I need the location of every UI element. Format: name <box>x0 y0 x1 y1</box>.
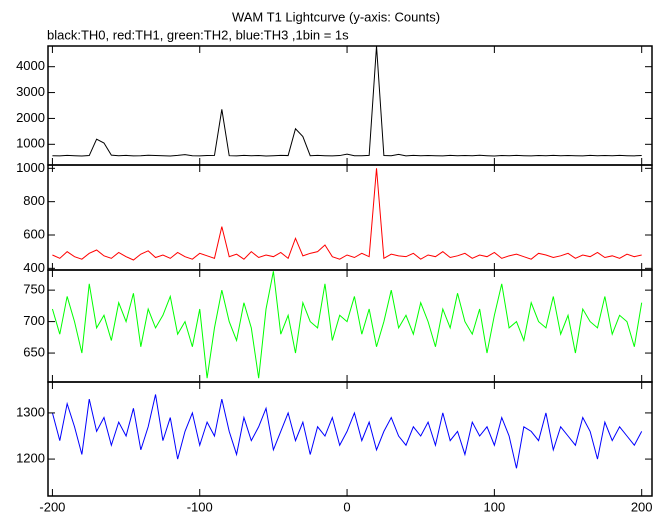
y-tick-label: 1000 <box>16 136 45 151</box>
y-tick-label: 750 <box>23 282 45 297</box>
y-tick-label: 4000 <box>16 58 45 73</box>
x-tick-label: 200 <box>631 499 653 514</box>
chart-title: WAM T1 Lightcurve (y-axis: Counts) <box>232 9 440 24</box>
line-series <box>52 168 642 261</box>
y-tick-label: 1300 <box>16 404 45 419</box>
panel-frame <box>47 269 653 383</box>
line-series <box>51 271 643 379</box>
y-tick-label: 2000 <box>16 110 45 125</box>
y-tick-label: 1200 <box>16 451 45 466</box>
x-tick-label: -200 <box>39 499 65 514</box>
panel-frame <box>47 381 653 497</box>
y-tick-label: 400 <box>23 260 45 275</box>
x-tick-label: 100 <box>484 499 506 514</box>
chart-subtitle: black:TH0, red:TH1, green:TH2, blue:TH3 … <box>47 27 349 42</box>
line-series <box>51 394 643 469</box>
x-tick-label: -100 <box>187 499 213 514</box>
y-tick-label: 600 <box>23 226 45 241</box>
x-tick-label: 0 <box>343 499 350 514</box>
y-tick-label: 650 <box>23 344 45 359</box>
y-tick-label: 800 <box>23 193 45 208</box>
line-series <box>52 45 642 157</box>
y-tick-label: 1000 <box>16 160 45 175</box>
panel-frame <box>47 45 653 166</box>
panel-frame <box>47 164 653 271</box>
y-tick-label: 700 <box>23 313 45 328</box>
y-tick-label: 3000 <box>16 84 45 99</box>
